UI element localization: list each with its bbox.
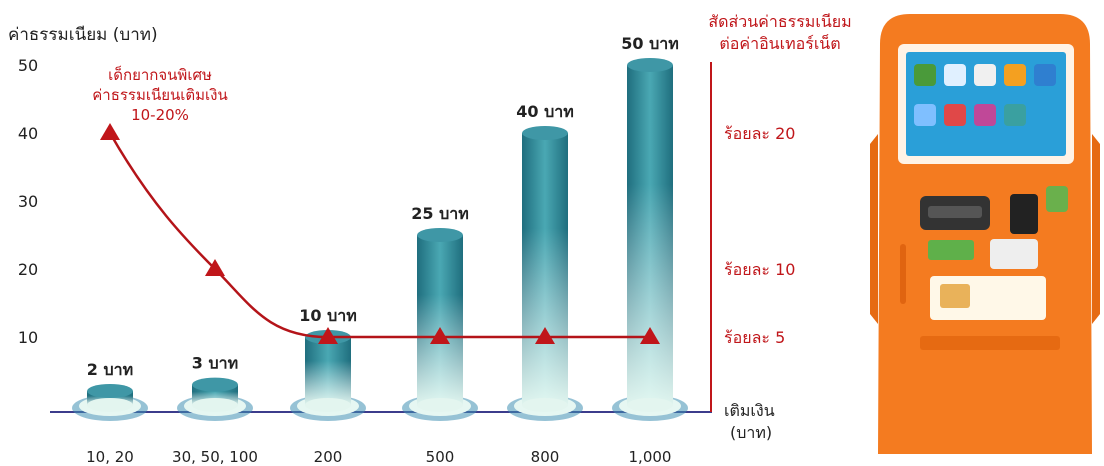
bar-fade	[417, 294, 463, 405]
document-icon	[1034, 64, 1056, 86]
y-tick-label: 40	[18, 124, 38, 143]
triangle-marker	[318, 327, 338, 344]
annotation-line-3: 10-20%	[131, 106, 189, 124]
x-tick-label: 1,000	[629, 448, 672, 466]
bar-value-label: 2 บาท	[87, 360, 133, 379]
bar-value-label: 3 บาท	[192, 354, 238, 373]
y-tick-label: 10	[18, 328, 38, 347]
bar-bottom	[305, 398, 351, 412]
y-tick-label: 20	[18, 260, 38, 279]
x-tick-label: 10, 20	[86, 448, 134, 466]
bar-top	[192, 377, 238, 392]
bar-value-label: 50 บาท	[621, 34, 679, 53]
triangle-marker	[205, 259, 225, 276]
bar-bottom	[627, 398, 673, 412]
b-icon	[974, 64, 996, 86]
annotation-line-1: เด็กยากจนพิเศษ	[108, 65, 212, 84]
bar-top	[522, 126, 568, 140]
annotation-line-2: ค่าธรรมเนียนเติมเงิน	[92, 86, 228, 104]
card-icon	[1004, 104, 1026, 126]
bar-5: 40 บาท	[507, 102, 583, 421]
bar-bottom	[417, 398, 463, 412]
bar-6: 50 บาท	[612, 34, 688, 421]
bar-fade	[305, 360, 351, 405]
triangle-marker	[535, 327, 555, 344]
tv-icon	[1004, 64, 1026, 86]
x-tick-label: 30, 50, 100	[172, 448, 258, 466]
y-tick-label: 50	[18, 56, 38, 75]
bar-top	[417, 228, 463, 242]
bar-value-label: 10 บาท	[299, 306, 357, 325]
x-axis-label-line1: เติมเงิน	[724, 401, 775, 420]
triangle-marker	[100, 123, 120, 140]
x-tick-label: 500	[426, 448, 455, 466]
bar-top	[87, 384, 133, 398]
bar-3: 10 บาท	[290, 306, 366, 421]
x-tick-label: 800	[531, 448, 560, 466]
photo-icon	[974, 104, 996, 126]
right-axis-label-line2: ต่อค่าอินเทอร์เน็ต	[719, 33, 840, 53]
y-axis-label: ค่าธรรมเนียม (บาท)	[8, 25, 158, 45]
gift-icon	[944, 104, 966, 126]
right-tick-label: ร้อยละ 10	[724, 260, 795, 279]
x-axis-label-line2: (บาท)	[730, 423, 772, 442]
bar-fade	[522, 228, 568, 405]
bar-bottom	[87, 398, 133, 412]
bar-fade	[627, 184, 673, 405]
top-up-kiosk-illustration	[870, 14, 1100, 454]
y-tick-label: 30	[18, 192, 38, 211]
phone-icon	[944, 64, 966, 86]
bar-value-label: 40 บาท	[516, 102, 574, 121]
fee-chart: ค่าธรรมเนียม (บาท) สัดส่วนค่าธรรมเนียม ต…	[8, 12, 852, 466]
bar-4: 25 บาท	[402, 204, 478, 421]
bar-value-label: 25 บาท	[411, 204, 469, 223]
right-tick-label: ร้อยละ 20	[724, 124, 795, 143]
puzzle-icon	[914, 104, 936, 126]
triangle-marker	[430, 327, 450, 344]
bar-2: 3 บาท	[177, 354, 253, 421]
x-tick-label: 200	[314, 448, 343, 466]
triangle-marker	[640, 327, 660, 344]
right-tick-label: ร้อยละ 5	[724, 328, 785, 347]
bar-1: 2 บาท	[72, 360, 148, 421]
percentage-line	[108, 132, 650, 339]
bar-top	[627, 58, 673, 72]
bar-bottom	[522, 398, 568, 412]
game-icon	[914, 64, 936, 86]
bar-bottom	[192, 398, 238, 412]
right-axis-label-line1: สัดส่วนค่าธรรมเนียม	[708, 12, 851, 31]
